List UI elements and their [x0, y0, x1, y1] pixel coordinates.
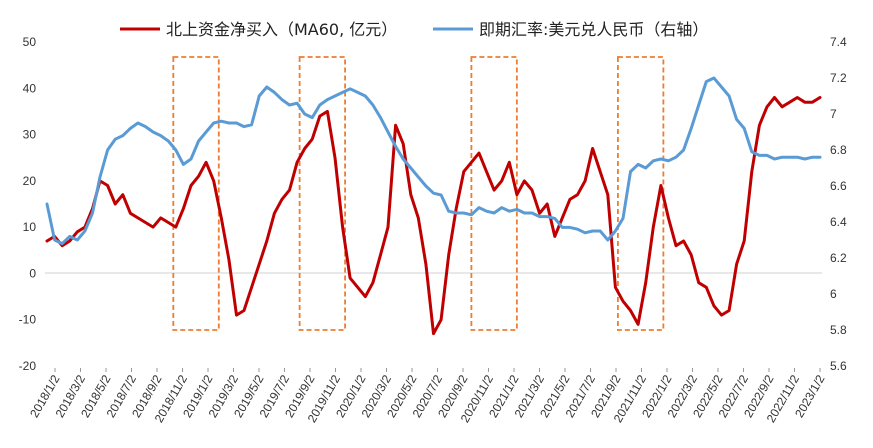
- right-tick-label: 7.2: [830, 71, 847, 85]
- left-tick-label: 20: [23, 174, 37, 188]
- left-axis-ticks: 50 40 30 20 10 0 -10 -20: [19, 35, 37, 373]
- right-tick-label: 6.8: [830, 143, 847, 157]
- right-tick-label: 7.4: [830, 35, 847, 49]
- series-line-northbound: [45, 96, 822, 336]
- highlight-box: [617, 56, 665, 331]
- highlight-box: [298, 56, 346, 331]
- right-tick-label: 6.2: [830, 251, 847, 265]
- highlight-boxes: [172, 56, 665, 331]
- right-tick-label: 6: [830, 287, 837, 301]
- left-tick-label: 40: [23, 81, 37, 95]
- series-line-fx: [45, 76, 822, 246]
- left-tick-label: 30: [23, 128, 37, 142]
- right-axis-ticks: 7.4 7.2 7 6.8 6.6 6.4 6.2 6 5.8 5.6: [830, 35, 847, 373]
- x-axis-ticks: 2018/1/22018/3/22018/5/22018/7/22018/9/2…: [27, 368, 828, 425]
- right-tick-label: 5.8: [830, 323, 847, 337]
- series-lines: [45, 76, 822, 336]
- right-tick-label: 6.4: [830, 215, 847, 229]
- left-tick-label: -10: [19, 313, 37, 327]
- right-tick-label: 7: [830, 107, 837, 121]
- right-tick-label: 6.6: [830, 179, 847, 193]
- left-tick-label: -20: [19, 359, 37, 373]
- legend: 北上资金净买入（MA60, 亿元） 即期汇率:美元兑人民币（右轴）: [120, 20, 708, 39]
- highlight-box: [470, 56, 518, 331]
- legend-label-northbound: 北上资金净买入（MA60, 亿元）: [166, 20, 397, 39]
- left-tick-label: 0: [29, 266, 36, 280]
- highlight-box: [172, 56, 220, 331]
- left-tick-label: 10: [23, 220, 37, 234]
- legend-label-fx: 即期汇率:美元兑人民币（右轴）: [479, 20, 708, 39]
- left-tick-label: 50: [23, 35, 37, 49]
- right-tick-label: 5.6: [830, 359, 847, 373]
